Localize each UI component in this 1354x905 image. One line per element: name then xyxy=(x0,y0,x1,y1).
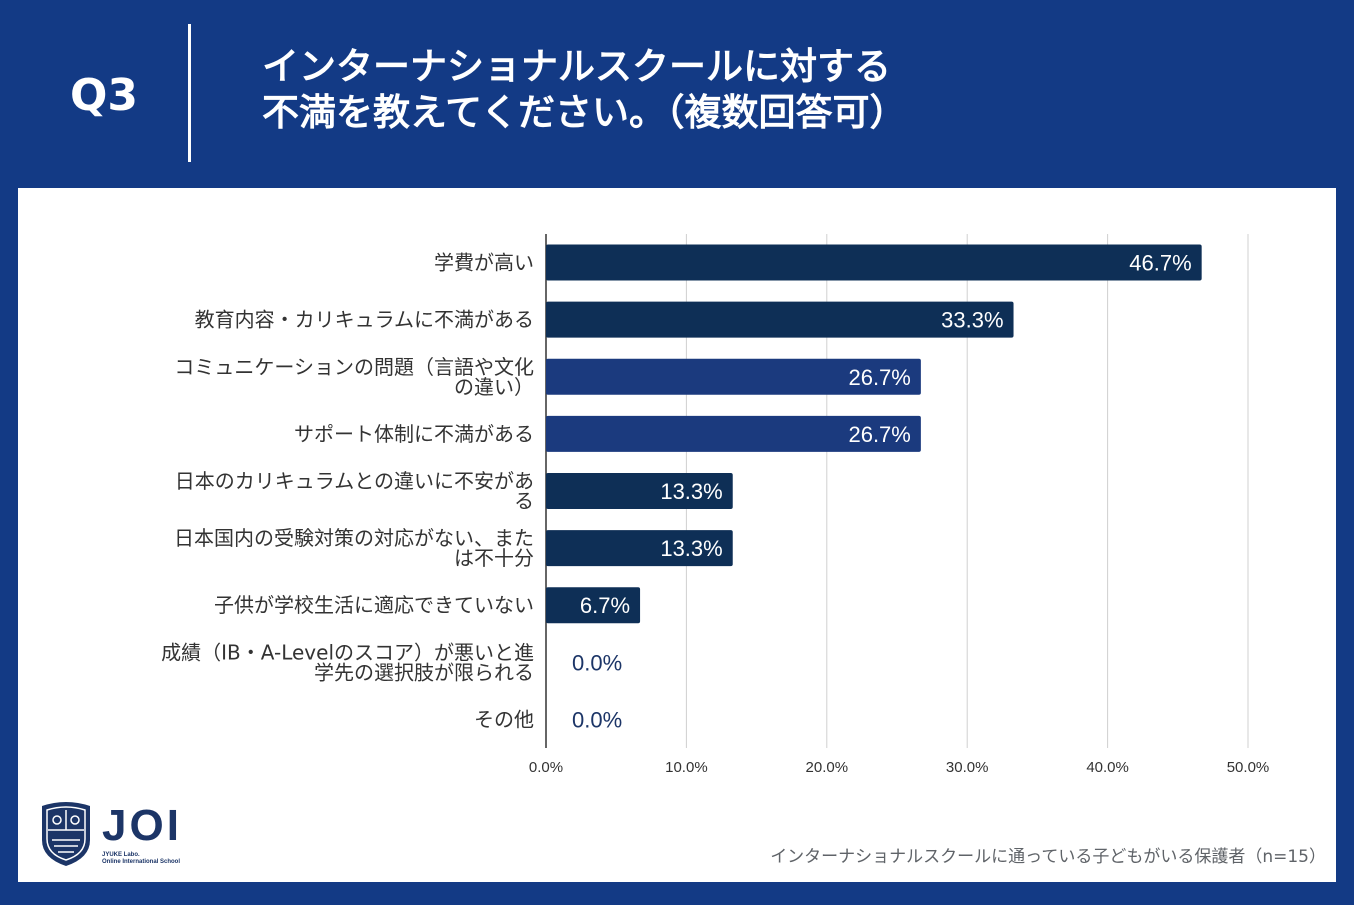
x-tick-label: 50.0% xyxy=(1227,759,1270,776)
x-tick-label: 40.0% xyxy=(1086,759,1129,776)
x-tick-label: 30.0% xyxy=(946,759,989,776)
category-label: サポート体制に不満がある xyxy=(294,422,534,446)
category-label: は不十分 xyxy=(454,546,534,570)
category-label: 子供が学校生活に適応できていない xyxy=(214,593,534,617)
x-tick-label: 0.0% xyxy=(529,759,563,776)
logo-subtitle-line-2: Online International School xyxy=(102,859,181,865)
data-label: 26.7% xyxy=(848,365,910,390)
data-label: 6.7% xyxy=(580,593,630,618)
data-label: 0.0% xyxy=(572,650,622,675)
bar xyxy=(546,587,641,624)
logo-wordmark: JOI xyxy=(102,801,182,850)
data-label: 13.3% xyxy=(660,479,722,504)
category-label: 学費が高い xyxy=(434,251,534,275)
category-label: その他 xyxy=(474,707,534,731)
category-label: 学先の選択肢が限られる xyxy=(314,660,534,684)
bar xyxy=(546,473,733,509)
category-label: 日本国内の受験対策の対応がない、また xyxy=(174,526,534,550)
page-title: インターナショナルスクールに対する 不満を教えてください。（複数回答可） xyxy=(262,44,1312,136)
data-label: 46.7% xyxy=(1129,251,1191,276)
data-label: 26.7% xyxy=(848,422,910,447)
category-label: る xyxy=(514,489,534,513)
category-label: 成績（IB・A-Levelのスコア）が悪いと進 xyxy=(161,640,534,664)
category-label: 日本のカリキュラムとの違いに不安があ xyxy=(175,469,534,493)
category-label: コミュニケーションの問題（言語や文化 xyxy=(174,355,534,379)
data-label: 0.0% xyxy=(572,707,622,732)
sample-footnote: インターナショナルスクールに通っている子どもがいる保護者（n=15） xyxy=(770,847,1326,867)
bar xyxy=(546,244,1202,281)
chart-panel: 0.0% 10.0% 20.0% 30.0% 40.0% 50.0% 学費が高い 46.7% 教… xyxy=(18,188,1336,882)
bar xyxy=(546,358,921,395)
logo-subtitle-line-1: JYUKE Labo. xyxy=(102,852,140,858)
category-label: の違い） xyxy=(454,375,534,399)
x-tick-label: 20.0% xyxy=(806,759,849,776)
joi-logo: JOI JYUKE Labo. Online International Sch… xyxy=(38,800,208,872)
bar-chart: 0.0% 10.0% 20.0% 30.0% 40.0% 50.0% 学費が高い 46.7% 教… xyxy=(161,234,1270,776)
title-line-2: 不満を教えてください。（複数回答可） xyxy=(262,91,907,134)
bar xyxy=(546,530,733,567)
data-label: 13.3% xyxy=(660,536,722,561)
bar xyxy=(546,415,921,452)
bar xyxy=(546,301,1014,338)
category-label: 教育内容・カリキュラムに不満がある xyxy=(195,308,534,332)
header-divider xyxy=(188,24,191,162)
x-tick-label: 10.0% xyxy=(665,759,708,776)
title-line-1: インターナショナルスクールに対する xyxy=(262,45,891,88)
shield-emblem-icon xyxy=(42,802,90,866)
logo-subtitle: JYUKE Labo. Online International School xyxy=(102,852,180,866)
question-number: Q3 xyxy=(70,70,139,121)
data-label: 33.3% xyxy=(941,308,1003,333)
